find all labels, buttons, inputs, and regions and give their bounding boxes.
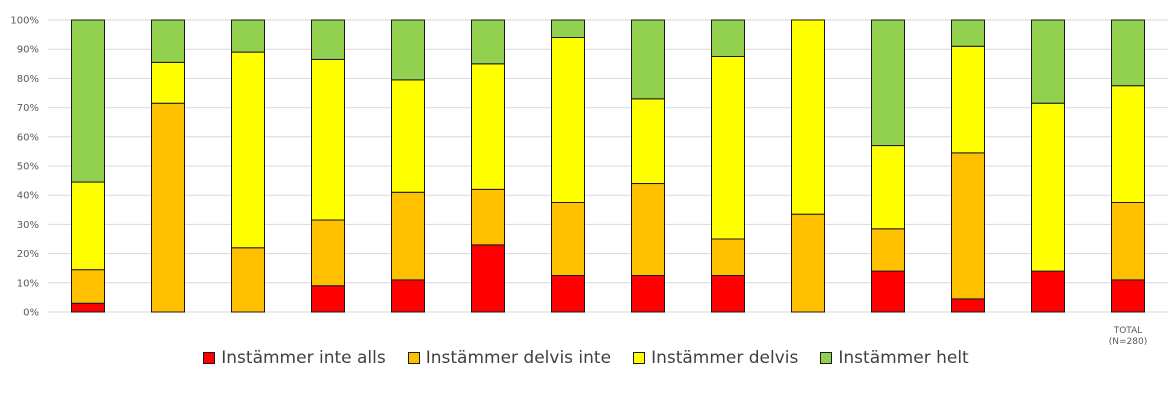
bar-segment — [951, 19, 985, 47]
bar-stack — [311, 19, 345, 313]
bar-segment — [71, 302, 105, 313]
bar-stack — [391, 19, 425, 313]
bar-stack — [71, 19, 105, 313]
bar-segment — [231, 247, 265, 313]
bar-segment — [471, 188, 505, 246]
bar-segment — [1111, 19, 1145, 87]
bar-segment — [151, 61, 185, 104]
bar-segment — [391, 79, 425, 193]
bar-segment — [951, 298, 985, 313]
bar-segment — [871, 228, 905, 272]
bar-segment — [391, 191, 425, 281]
gridlines — [48, 19, 1168, 313]
bar-segment — [871, 270, 905, 313]
bar-segment — [791, 19, 825, 215]
bar-segment — [231, 19, 265, 53]
bar-segment — [1031, 19, 1065, 104]
legend-item-instammer-delvis-inte[interactable]: Instämmer delvis inte — [407, 348, 612, 368]
bar-segment — [871, 145, 905, 230]
bar-segment — [311, 19, 345, 60]
x-category-label: TOTAL (N=280) — [1109, 326, 1147, 347]
bar-segment — [711, 238, 745, 276]
bar-segment — [551, 19, 585, 39]
legend: Instämmer inte alls Instämmer delvis int… — [0, 343, 1172, 373]
bar-segment — [631, 275, 665, 313]
bars — [71, 19, 1145, 313]
bar-segment — [311, 58, 345, 221]
y-tick-label: 70% — [17, 103, 39, 114]
bar-segment — [631, 98, 665, 185]
legend-item-instammer-inte-alls[interactable]: Instämmer inte alls — [203, 348, 386, 368]
bar-segment — [1111, 279, 1145, 313]
bar-segment — [311, 285, 345, 313]
bar-stack — [711, 19, 745, 313]
bar-stack — [871, 19, 905, 313]
legend-swatch-green — [820, 352, 833, 364]
legend-label: Instämmer delvis inte — [425, 348, 612, 368]
bar-segment — [1111, 85, 1145, 203]
y-tick-label: 0% — [23, 308, 39, 319]
y-tick-label: 10% — [17, 278, 39, 289]
bar-stack — [151, 19, 185, 313]
bar-segment — [391, 19, 425, 81]
bar-stack — [231, 19, 265, 313]
bar-segment — [71, 269, 105, 304]
bar-segment — [471, 19, 505, 65]
bar-segment — [951, 152, 985, 300]
bar-segment — [551, 275, 585, 313]
bar-segment — [471, 63, 505, 190]
bar-segment — [1111, 202, 1145, 281]
bar-segment — [631, 183, 665, 277]
legend-swatch-orange — [407, 352, 420, 364]
y-tick-label: 20% — [17, 249, 39, 260]
bar-segment — [71, 19, 105, 183]
y-tick-label: 30% — [17, 220, 39, 231]
bar-segment — [871, 19, 905, 147]
bar-segment — [711, 275, 745, 313]
bar-segment — [471, 244, 505, 313]
bar-segment — [631, 19, 665, 100]
bar-segment — [711, 19, 745, 57]
y-tick-label: 50% — [17, 162, 39, 173]
bar-stack — [631, 19, 665, 313]
bar-segment — [1031, 270, 1065, 313]
y-tick-label: 90% — [17, 45, 39, 56]
y-tick-label: 100% — [10, 16, 39, 27]
y-tick-label: 60% — [17, 132, 39, 143]
bar-segment — [551, 37, 585, 203]
y-tick-label: 80% — [17, 74, 39, 85]
bar-segment — [151, 19, 185, 63]
bar-segment — [951, 45, 985, 154]
legend-label: Instämmer inte alls — [221, 348, 386, 368]
bar-segment — [71, 181, 105, 271]
bar-segment — [711, 56, 745, 240]
bar-stack — [471, 19, 505, 313]
bar-segment — [311, 219, 345, 287]
bar-stack — [951, 19, 985, 313]
bar-segment — [1031, 102, 1065, 272]
bar-stack — [1111, 19, 1145, 313]
legend-label: Instämmer delvis — [651, 348, 799, 368]
x-axis-category-labels: TOTAL (N=280) — [1109, 326, 1147, 347]
legend-label: Instämmer helt — [838, 348, 969, 368]
bar-segment — [391, 279, 425, 313]
bar-stack — [1031, 19, 1065, 313]
bar-stack — [791, 19, 825, 313]
bar-segment — [791, 213, 825, 313]
bar-segment — [151, 102, 185, 313]
legend-swatch-yellow — [633, 352, 646, 364]
legend-item-instammer-helt[interactable]: Instämmer helt — [820, 348, 969, 368]
bar-stack — [551, 19, 585, 313]
legend-swatch-red — [203, 352, 216, 364]
y-axis-tick-labels: 0% 10% 20% 30% 40% 50% 60% 70% 80% 90% 100% — [10, 16, 39, 319]
bar-segment — [231, 51, 265, 249]
bar-segment — [551, 202, 585, 276]
legend-item-instammer-delvis[interactable]: Instämmer delvis — [633, 348, 798, 368]
y-tick-label: 40% — [17, 191, 39, 202]
